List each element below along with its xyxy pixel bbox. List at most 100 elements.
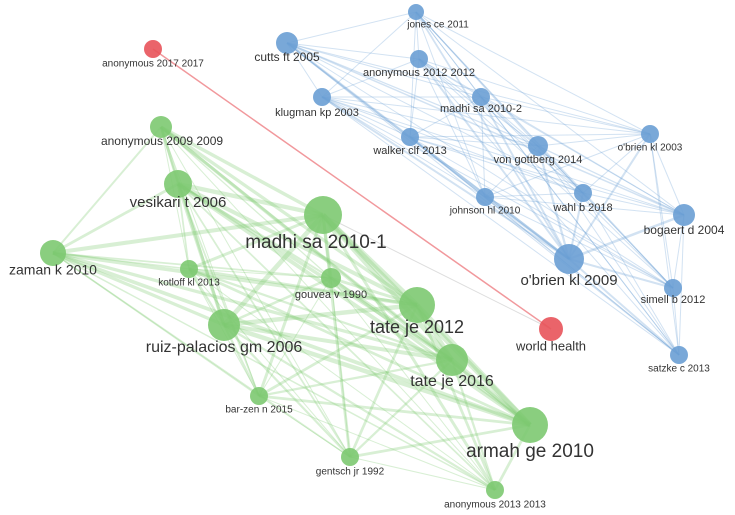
edge	[480, 96, 685, 216]
edge	[223, 276, 332, 327]
edge	[258, 358, 453, 398]
edge	[649, 133, 685, 216]
edge	[418, 58, 570, 260]
edge	[286, 42, 674, 289]
edge	[484, 145, 539, 198]
node	[208, 309, 240, 341]
edge	[223, 324, 496, 491]
edge	[321, 96, 651, 135]
node-label: klugman kp 2003	[275, 107, 359, 119]
edge	[286, 42, 411, 138]
edge	[409, 136, 680, 356]
edge	[52, 252, 351, 458]
edge	[349, 456, 496, 491]
node-label: anonymous 2012 2012	[363, 67, 475, 79]
edge	[409, 136, 685, 216]
edge	[415, 11, 584, 194]
edge	[286, 42, 539, 147]
edge	[321, 96, 674, 289]
edge	[409, 133, 651, 138]
edge	[649, 133, 680, 356]
edge	[188, 268, 351, 458]
edge	[415, 11, 685, 216]
edge	[582, 192, 680, 356]
node	[408, 4, 424, 20]
edge	[286, 42, 685, 216]
edge	[52, 213, 324, 255]
node	[436, 344, 468, 376]
edge	[321, 96, 486, 198]
edge	[672, 214, 685, 289]
edge	[321, 214, 352, 458]
edge	[418, 58, 651, 135]
edge	[52, 251, 225, 327]
edge	[152, 48, 552, 330]
edge	[222, 213, 325, 327]
node	[554, 244, 584, 274]
node	[476, 188, 494, 206]
edge	[330, 277, 496, 491]
edge	[321, 96, 680, 356]
node-label: gentsch jr 1992	[316, 467, 385, 478]
edge	[52, 252, 260, 397]
node	[250, 387, 268, 405]
edge	[418, 58, 584, 194]
node-label: anonymous 2009 2009	[101, 134, 223, 148]
edge	[160, 126, 351, 458]
edge	[330, 277, 351, 458]
edge	[258, 395, 496, 491]
node	[164, 170, 192, 198]
node	[40, 240, 66, 266]
node	[670, 346, 688, 364]
edge	[258, 277, 332, 397]
edge	[321, 96, 539, 147]
edge	[418, 58, 680, 356]
edge	[223, 324, 351, 458]
edge	[52, 252, 496, 491]
edge	[480, 96, 570, 260]
edge	[678, 214, 685, 356]
node-label: anonymous 2017 2017	[102, 59, 204, 70]
edge	[672, 287, 680, 356]
edge	[177, 183, 496, 491]
edge	[484, 196, 570, 260]
edge	[568, 258, 680, 356]
node-label: bogaert d 2004	[644, 223, 725, 237]
edge	[415, 11, 486, 198]
edge	[160, 126, 496, 491]
node-label: tate je 2016	[410, 373, 494, 390]
node-label: zaman k 2010	[9, 262, 97, 278]
edge	[582, 133, 651, 194]
edge	[484, 133, 651, 198]
edge	[52, 251, 418, 307]
node-label: simell b 2012	[641, 294, 706, 306]
edge	[415, 11, 482, 98]
edge	[52, 251, 531, 427]
edge	[649, 133, 674, 289]
edge	[537, 145, 584, 194]
edge	[258, 395, 351, 458]
node-label: cutts ft 2005	[254, 50, 320, 64]
edge	[537, 145, 680, 356]
node	[399, 287, 435, 323]
node-label: wahl b 2018	[552, 202, 612, 214]
node	[539, 317, 563, 341]
edge	[349, 359, 453, 458]
edge	[321, 96, 411, 138]
edge	[409, 136, 584, 194]
edge	[188, 268, 496, 491]
edge	[188, 268, 332, 279]
node	[528, 136, 548, 156]
edge	[348, 304, 419, 458]
edge	[409, 136, 539, 147]
edge	[159, 125, 532, 427]
edge	[188, 213, 324, 271]
edge	[177, 183, 260, 397]
edge	[177, 182, 418, 307]
edge	[257, 214, 325, 397]
edge	[177, 183, 332, 279]
edge	[223, 323, 453, 362]
edge	[480, 96, 680, 356]
edge	[582, 192, 674, 289]
